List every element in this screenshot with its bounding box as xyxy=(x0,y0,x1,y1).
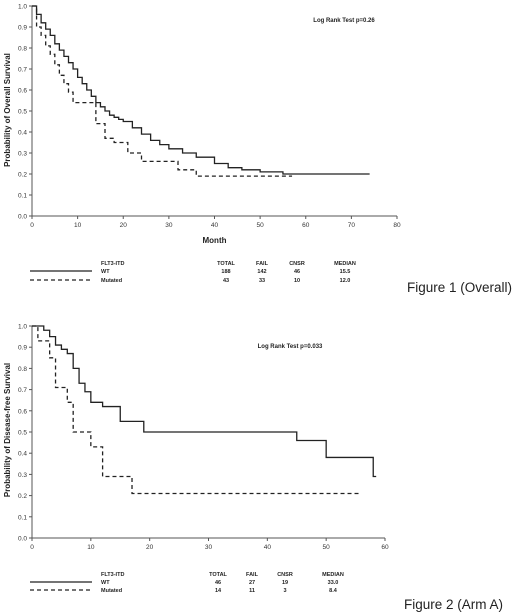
y-tick-label: 0.3 xyxy=(18,472,27,479)
figure-2-chart: 0.0 0.1 0.2 0.3 0.4 0.5 0.6 0.7 0.8 0.9 1.0 0 10 20 30… xyxy=(3,324,389,595)
legend-row-label: WT xyxy=(101,580,110,586)
y-tick-label: 0.0 xyxy=(18,214,27,221)
y-tick-label: 0.4 xyxy=(18,130,27,137)
y-tick-label: 1.0 xyxy=(18,324,27,331)
survival-curve-mutated xyxy=(32,5,293,177)
y-tick-label: 0.9 xyxy=(18,25,27,32)
legend-cell: 33.0 xyxy=(328,580,339,586)
y-tick-label: 0.4 xyxy=(18,451,27,458)
legend-row-label: Mutated xyxy=(101,588,122,594)
legend-header: MEDIAN xyxy=(334,261,356,267)
legend-header: FAIL xyxy=(256,261,269,267)
y-axis-label: Probability of Disease-free Survival xyxy=(3,363,12,497)
legend-cell: 43 xyxy=(223,278,229,284)
survival-curve-wt xyxy=(32,325,377,478)
x-tick-label: 50 xyxy=(323,544,331,551)
x-tick-label: 50 xyxy=(257,222,265,229)
y-tick-label: 0.8 xyxy=(18,366,27,373)
legend-cell: 14 xyxy=(215,588,222,594)
x-axis-label: Month xyxy=(203,236,227,245)
x-tick-label: 30 xyxy=(165,222,173,229)
x-tick-label: 60 xyxy=(302,222,310,229)
y-tick-label: 0.2 xyxy=(18,493,27,500)
legend-title: FLT3-ITD xyxy=(101,572,124,578)
figure-2-caption: Figure 2 (Arm A) xyxy=(404,597,504,612)
y-tick-label: 0.3 xyxy=(18,151,27,158)
x-tick-label: 10 xyxy=(87,544,95,551)
legend-cell: 3 xyxy=(283,588,286,594)
y-tick-label: 0.6 xyxy=(18,88,27,95)
legend-row-label: WT xyxy=(101,269,110,275)
legend-row-label: Mutated xyxy=(101,278,122,284)
survival-curve-wt xyxy=(32,5,370,175)
figure-1-caption: Figure 1 (Overall) xyxy=(407,280,513,295)
legend-cell: 15.5 xyxy=(340,269,351,275)
figure-1-chart: 0.0 0.1 0.2 0.3 0.4 0.5 0.6 0.7 0.8 0.9 1.0 0 10 20 30… xyxy=(3,4,401,285)
legend-header: CNSR xyxy=(277,572,293,578)
legend-cell: 142 xyxy=(257,269,266,275)
survival-curve-mutated xyxy=(32,325,362,495)
legend-header: FAIL xyxy=(246,572,259,578)
legend-cell: 46 xyxy=(215,580,221,586)
legend-title: FLT3-ITD xyxy=(101,261,124,267)
x-tick-label: 70 xyxy=(348,222,356,229)
x-tick-label: 0 xyxy=(30,222,34,229)
x-tick-label: 80 xyxy=(393,222,401,229)
legend-header: TOTAL xyxy=(217,261,235,267)
legend-cell: 188 xyxy=(221,269,230,275)
y-tick-label: 0.2 xyxy=(18,172,27,179)
legend-cell: 46 xyxy=(294,269,300,275)
y-axis-label: Probability of Overall Survival xyxy=(3,53,12,167)
legend-cell: 12.0 xyxy=(340,278,351,284)
log-rank-annotation: Log Rank Test p=0.26 xyxy=(313,18,375,24)
y-tick-label: 0.1 xyxy=(18,514,27,521)
x-tick-label: 20 xyxy=(146,544,154,551)
y-tick-label: 0.1 xyxy=(18,193,27,200)
legend-cell: 11 xyxy=(249,588,255,594)
y-tick-label: 0.7 xyxy=(18,67,27,74)
y-tick-label: 0.5 xyxy=(18,430,27,437)
y-tick-label: 0.9 xyxy=(18,345,27,352)
legend-cell: 33 xyxy=(259,278,265,284)
x-tick-label: 60 xyxy=(381,544,389,551)
y-tick-label: 1.0 xyxy=(18,4,27,11)
x-tick-label: 30 xyxy=(205,544,213,551)
legend-cell: 10 xyxy=(294,278,300,284)
y-tick-label: 0.6 xyxy=(18,408,27,415)
legend-header: MEDIAN xyxy=(322,572,344,578)
x-tick-label: 40 xyxy=(211,222,219,229)
legend-cell: 27 xyxy=(249,580,255,586)
x-tick-label: 20 xyxy=(120,222,128,229)
x-tick-label: 40 xyxy=(264,544,272,551)
y-tick-label: 0.5 xyxy=(18,109,27,116)
y-tick-label: 0.8 xyxy=(18,46,27,53)
legend-cell: 8.4 xyxy=(329,588,338,594)
y-tick-label: 0.7 xyxy=(18,387,27,394)
x-tick-label: 10 xyxy=(74,222,82,229)
x-tick-label: 0 xyxy=(30,544,34,551)
y-tick-label: 0.0 xyxy=(18,536,27,543)
log-rank-annotation: Log Rank Test p=0.033 xyxy=(258,344,323,350)
legend-header: CNSR xyxy=(289,261,305,267)
legend-cell: 19 xyxy=(282,580,288,586)
legend-header: TOTAL xyxy=(209,572,227,578)
